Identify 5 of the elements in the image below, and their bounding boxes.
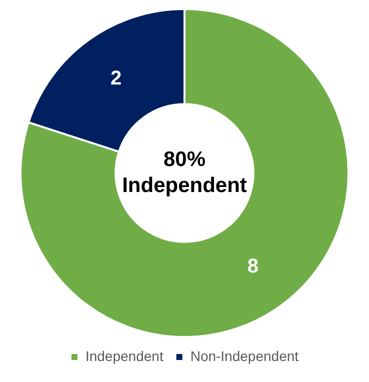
data-label: 2 [110,67,122,90]
text: 80% Independent [122,148,247,197]
legend-label: Non-Independent [190,348,299,364]
legend-label: Independent [85,348,164,364]
data-label: 8 [247,256,259,278]
